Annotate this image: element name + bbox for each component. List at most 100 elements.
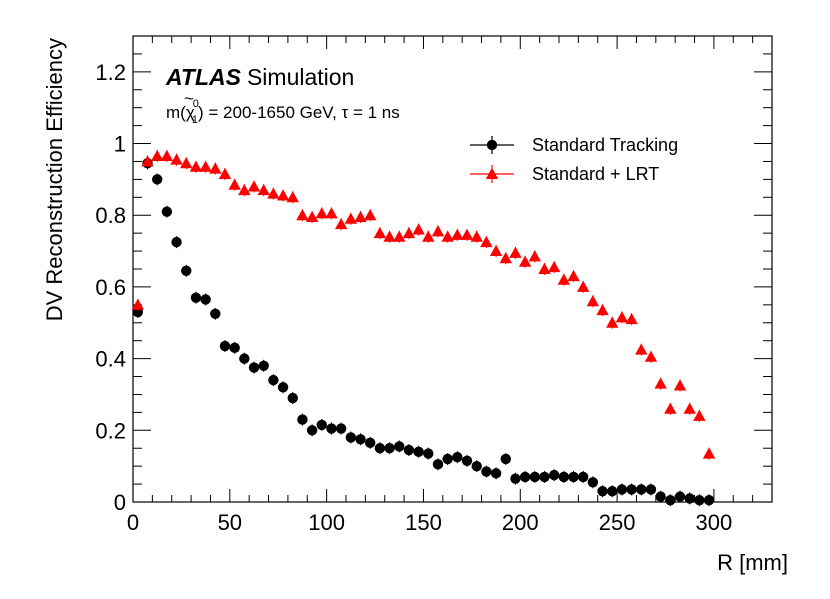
data-point-lrt [596, 304, 609, 316]
atlas-annotation: ATLAS Simulation m(χ0 1) = 200-1650 GeV, τ… [165, 64, 400, 126]
data-point-standard [277, 382, 289, 393]
data-point-standard [423, 448, 434, 459]
x-tick-label: 250 [599, 510, 636, 535]
data-point-lrt [383, 230, 396, 242]
y-tick-label: 0.6 [95, 275, 126, 300]
data-point-standard [335, 423, 347, 434]
data-point-lrt [644, 350, 658, 362]
data-point-standard [568, 471, 579, 483]
y-axis: 0 0.2 0.4 0.6 0.8 1 1.2 [95, 35, 772, 515]
y-tick-label: 1 [114, 132, 126, 157]
data-point-standard [684, 493, 695, 504]
data-point-standard [239, 353, 250, 364]
data-point-lrt [151, 149, 164, 162]
data-point-standard [461, 455, 473, 466]
data-point-standard [432, 459, 444, 470]
y-axis-title: DV Reconstruction Efficiency [42, 38, 67, 321]
data-point-lrt [412, 223, 425, 235]
data-point-lrt [673, 379, 687, 391]
data-series [131, 149, 716, 507]
data-point-standard [558, 471, 570, 483]
data-point-lrt [334, 217, 348, 230]
data-point-standard [578, 471, 589, 483]
data-point-lrt [664, 402, 677, 414]
data-point-standard [587, 477, 599, 488]
data-point-lrt [654, 377, 667, 389]
data-point-standard [345, 432, 357, 443]
data-point-lrt [286, 191, 299, 203]
data-point-lrt [528, 250, 541, 262]
data-point-standard [452, 451, 463, 463]
data-point-lrt [267, 187, 280, 199]
data-point-lrt [238, 183, 251, 196]
data-point-standard [258, 360, 269, 371]
data-point-standard [636, 484, 647, 495]
data-point-lrt [296, 209, 309, 221]
data-point-standard [161, 206, 173, 217]
x-tick-label: 100 [308, 510, 345, 535]
data-point-standard [529, 471, 540, 483]
data-point-lrt [189, 160, 203, 172]
mass-range-and-lifetime: ) = 200-1650 GeV, τ = 1 ns [198, 103, 400, 122]
legend-label: Standard + LRT [532, 164, 659, 184]
series-standard-tracking [132, 157, 715, 507]
legend-label: Standard Tracking [532, 135, 678, 155]
data-point-lrt [305, 210, 319, 222]
y-tick-label: 0 [114, 490, 126, 515]
data-point-lrt [489, 244, 503, 257]
data-point-standard [181, 265, 192, 276]
data-point-lrt [606, 316, 619, 328]
data-point-standard [442, 453, 453, 465]
atlas-brand: ATLAS [165, 64, 242, 90]
data-point-lrt [518, 255, 532, 267]
data-point-standard [326, 423, 337, 434]
y-tick-label: 0.8 [95, 203, 126, 228]
mass-prefix: m( [166, 103, 186, 122]
data-point-standard [519, 471, 531, 483]
data-point-lrt [354, 210, 367, 222]
legend: Standard Tracking Standard + LRT [470, 135, 678, 184]
data-point-lrt [635, 343, 648, 355]
data-point-standard [355, 434, 366, 445]
data-point-lrt [538, 262, 551, 274]
signal-model-line: m(χ0 1) = 200-1650 GeV, τ = 1 ns [166, 98, 400, 126]
data-point-standard [500, 453, 511, 465]
data-point-standard [152, 174, 163, 185]
data-point-lrt [509, 246, 522, 258]
x-tick-label: 150 [405, 510, 442, 535]
data-point-lrt [586, 295, 600, 307]
data-point-lrt [557, 273, 571, 285]
data-point-lrt [702, 447, 716, 459]
data-point-lrt [364, 209, 377, 221]
data-point-lrt [577, 280, 590, 292]
data-point-standard [374, 443, 386, 454]
data-point-standard [316, 419, 327, 431]
neutralino-tilde: ~ [184, 89, 194, 108]
y-tick-label: 0.2 [95, 418, 126, 443]
data-point-standard [365, 437, 376, 449]
data-point-lrt [393, 230, 406, 242]
data-point-standard [384, 443, 395, 454]
data-point-lrt [431, 225, 445, 237]
data-point-standard [539, 471, 550, 483]
simulation-label: Simulation [247, 64, 354, 90]
data-point-lrt [470, 230, 483, 242]
data-point-lrt [131, 298, 145, 310]
data-point-lrt [160, 149, 174, 162]
data-point-standard [210, 308, 221, 320]
data-point-lrt [344, 212, 358, 224]
data-point-standard [655, 491, 666, 502]
data-point-standard [665, 495, 676, 506]
data-point-standard [510, 473, 521, 484]
data-point-standard [626, 484, 637, 495]
data-point-lrt [209, 162, 222, 174]
data-point-lrt [228, 178, 241, 190]
data-point-lrt [373, 226, 387, 239]
data-point-standard [597, 486, 608, 497]
data-point-standard [548, 469, 560, 481]
data-point-lrt [257, 183, 270, 196]
x-axis-title: R [mm] [717, 550, 788, 575]
y-tick-label: 0.4 [95, 347, 126, 372]
data-point-lrt [441, 230, 454, 242]
